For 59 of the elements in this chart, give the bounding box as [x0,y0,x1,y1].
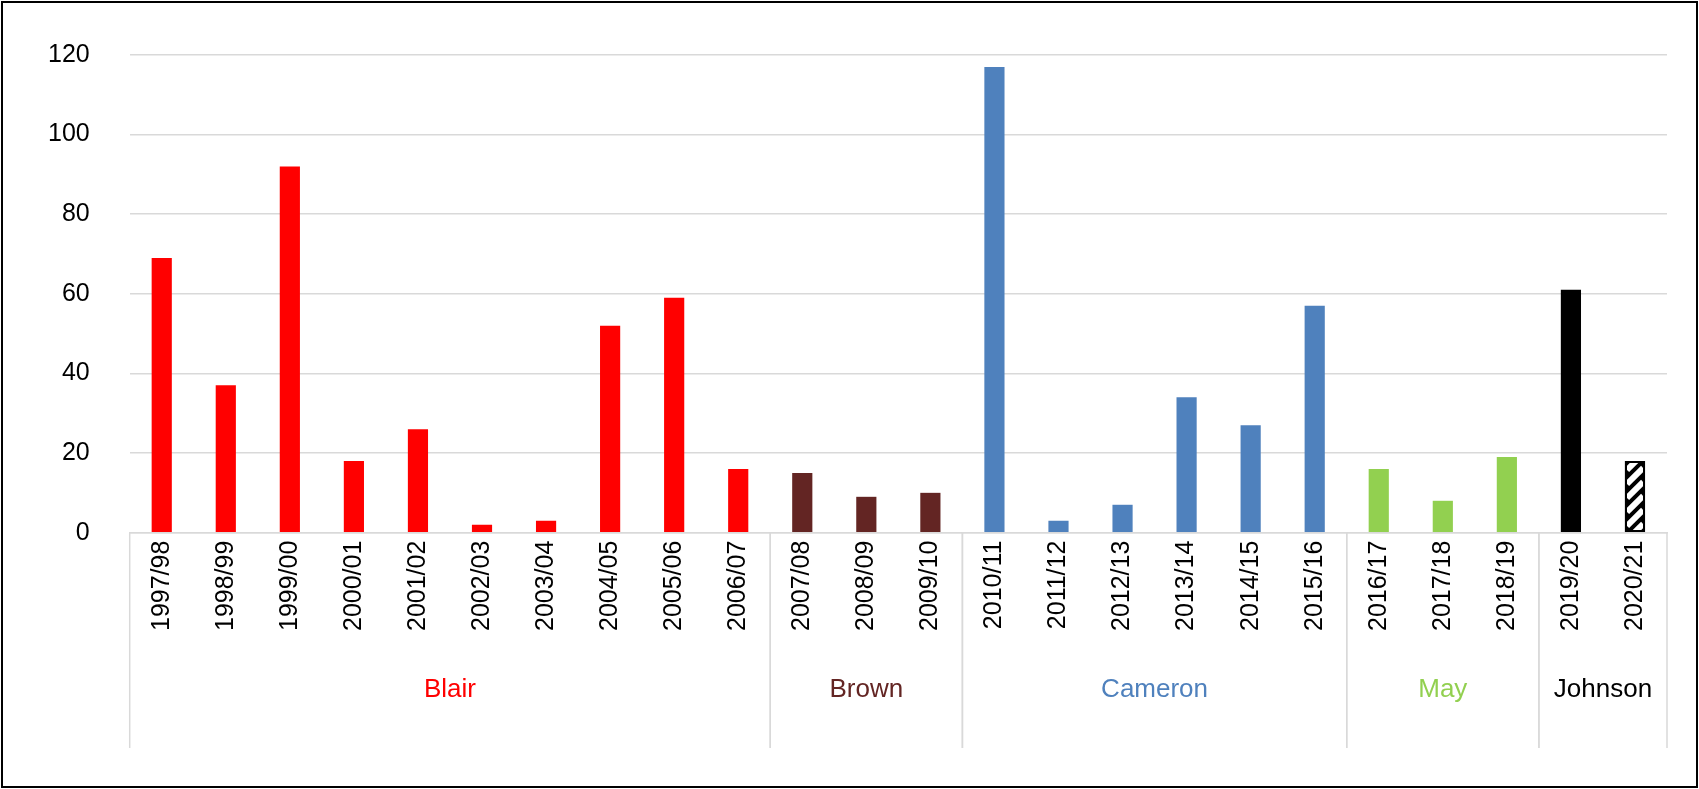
bar [728,468,749,532]
x-tick-label: 2015/16 [1298,540,1327,632]
x-tick-label: 2007/08 [786,540,815,632]
y-tick-label: 0 [75,516,90,545]
bar [1368,468,1389,532]
x-tick-label: 2017/18 [1426,540,1455,632]
x-tick-label: 2008/09 [850,540,879,632]
y-tick-label: 60 [61,277,90,306]
x-tick-label: 1999/00 [273,540,302,632]
bar [664,297,685,532]
bar [600,325,621,532]
x-tick-label: 2003/04 [529,540,558,632]
y-tick-label: 40 [61,357,90,386]
bar [1496,457,1517,532]
y-tick-label: 120 [47,38,90,67]
x-tick-label: 2013/14 [1170,540,1199,632]
bar [1112,504,1133,532]
bar [1560,289,1582,532]
x-tick-label: 1997/98 [145,540,174,632]
bar [1432,500,1453,532]
text: Blair [423,673,477,704]
x-tick-label: 2018/19 [1490,540,1519,632]
x-tick-label: 1998/99 [209,540,238,632]
bar [1048,520,1069,532]
y-tick-label: 100 [47,118,90,147]
bar [407,429,429,532]
bar [856,496,877,532]
x-tick-label: 2005/06 [658,540,687,632]
x-tick-label: 2010/11 [978,540,1007,630]
bar [792,472,813,532]
y-tick-label: 20 [61,436,90,465]
x-tick-label: 2012/13 [1106,540,1135,632]
bar [279,166,300,532]
x-tick-label: 2009/10 [914,540,943,632]
bar [471,524,493,532]
bar [343,460,364,532]
x-tick-label: 2011/12 [1042,540,1071,630]
bar [1240,425,1261,532]
y-tick-label: 80 [61,198,90,227]
x-tick-label: 2016/17 [1362,540,1391,632]
x-tick-label: 2020/21 [1618,540,1647,632]
x-tick-label: 2002/03 [465,540,494,632]
text: Johnson [1553,673,1653,704]
bar [151,257,172,532]
text: Brown [829,673,904,704]
bar [1304,305,1325,532]
x-tick-label: 2004/05 [594,540,622,632]
x-tick-label: 2001/02 [401,540,430,632]
x-tick-label: 2014/15 [1234,540,1263,632]
text: Cameron [1101,673,1209,704]
x-tick-label: 2006/07 [722,540,751,632]
text: May [1418,673,1468,704]
x-tick-label: 2000/01 [337,540,366,632]
bar [984,66,1005,532]
bar [1176,397,1197,532]
x-tick-label: 2019/20 [1554,540,1583,632]
bar [535,520,557,532]
bar [920,492,941,532]
bar [215,385,236,532]
